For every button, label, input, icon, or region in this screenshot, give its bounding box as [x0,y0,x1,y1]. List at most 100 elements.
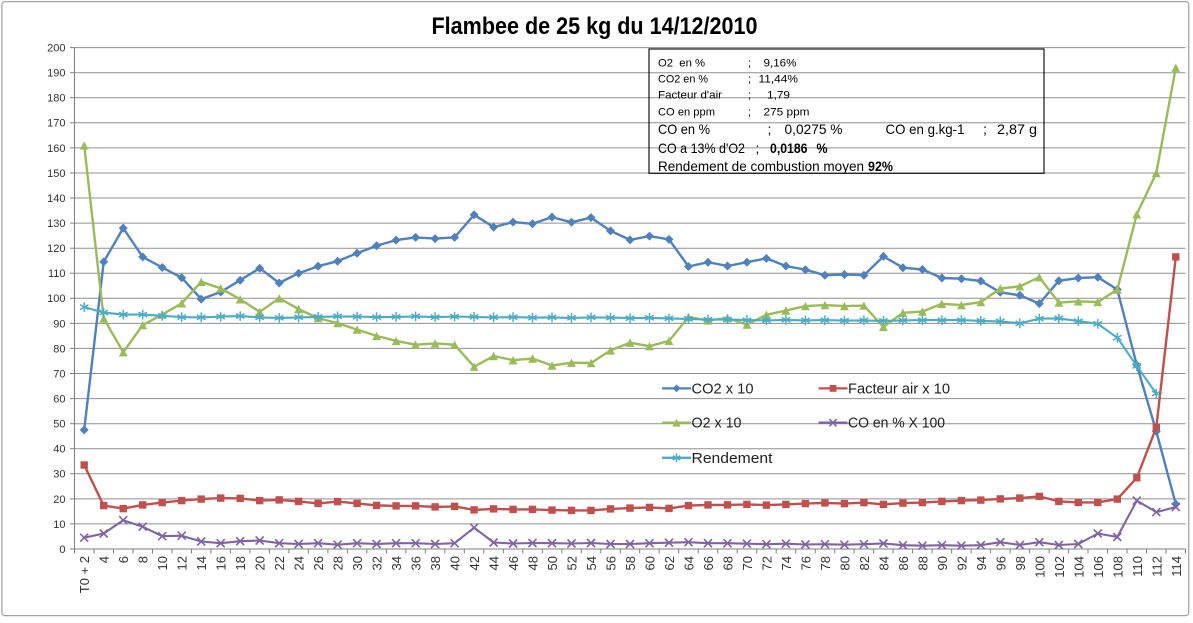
svg-text:110: 110 [1130,556,1145,577]
svg-text:34: 34 [389,556,404,570]
svg-text:90: 90 [935,556,950,570]
svg-text:160: 160 [47,143,65,155]
svg-text:Rendement: Rendement [692,451,773,467]
svg-text:64: 64 [682,556,697,570]
svg-text:86: 86 [896,556,911,570]
svg-text:140: 140 [47,193,65,205]
svg-text:102: 102 [1052,556,1067,578]
svg-text:20: 20 [253,556,268,570]
svg-text:6: 6 [116,556,131,563]
svg-text:180: 180 [47,93,65,105]
svg-text:CO a 13% d'O2: CO a 13% d'O2 [658,140,745,156]
svg-text:60: 60 [53,394,65,406]
svg-text:CO en g.kg-1: CO en g.kg-1 [886,121,965,137]
svg-text:9,16%: 9,16% [764,58,797,70]
svg-text:100: 100 [1032,556,1047,578]
svg-text:106: 106 [1091,556,1106,578]
svg-text:94: 94 [974,556,989,570]
svg-text:;: ; [748,106,751,118]
svg-text:Facteur air x 10: Facteur air x 10 [848,381,950,397]
svg-text:56: 56 [604,556,619,570]
svg-text:92%: 92% [868,158,893,174]
svg-text:CO en %: CO en % [658,121,710,137]
svg-text:38: 38 [428,556,443,570]
svg-text:170: 170 [47,118,65,130]
svg-text:4: 4 [97,556,112,563]
svg-text:200: 200 [47,43,65,55]
svg-text:48: 48 [526,556,541,570]
svg-text:O2 x 10: O2 x 10 [692,416,742,432]
svg-text:110: 110 [48,268,66,280]
svg-text:68: 68 [721,556,736,570]
svg-text:Facteur d'air: Facteur d'air [658,89,722,101]
svg-text:104: 104 [1071,556,1086,578]
svg-text:130: 130 [47,218,65,230]
svg-text:88: 88 [915,556,930,570]
svg-text:0: 0 [59,544,65,556]
svg-text:66: 66 [701,556,716,570]
svg-text:22: 22 [272,556,287,570]
svg-text:;: ; [748,89,751,101]
svg-text:CO2 x 10: CO2 x 10 [692,381,754,397]
svg-text:54: 54 [584,556,599,570]
svg-text:190: 190 [47,68,65,80]
svg-text:28: 28 [331,556,346,570]
svg-text:40: 40 [448,556,463,570]
svg-text:112: 112 [1149,556,1164,577]
svg-text:70: 70 [740,556,755,570]
svg-text:CO2 en %: CO2 en % [658,73,708,85]
svg-text:12: 12 [175,556,190,570]
svg-text:1,79: 1,79 [767,89,790,101]
svg-text:90: 90 [53,318,65,330]
svg-text:0,0186: 0,0186 [770,140,808,156]
svg-text:78: 78 [818,556,833,570]
svg-text:58: 58 [623,556,638,570]
svg-text:114: 114 [1169,556,1184,577]
svg-text:16: 16 [214,556,229,570]
svg-text:62: 62 [662,556,677,570]
svg-text:;: ; [748,73,751,85]
svg-text:150: 150 [47,168,65,180]
svg-text:108: 108 [1110,556,1125,578]
svg-text:275 ppm: 275 ppm [764,106,810,118]
svg-text:;: ; [756,140,760,156]
svg-text:T0 + 2: T0 + 2 [77,556,92,593]
svg-text:10: 10 [53,519,65,531]
svg-text:52: 52 [565,556,580,570]
svg-text:96: 96 [993,556,1008,570]
svg-text:44: 44 [487,556,502,570]
svg-text:20: 20 [53,494,65,506]
svg-text:O2 en %: O2 en % [658,58,705,70]
svg-text:100: 100 [47,293,65,305]
svg-text:Rendement de combustion moyen: Rendement de combustion moyen [658,158,864,174]
svg-text:26: 26 [311,556,326,570]
svg-text:30: 30 [53,469,65,481]
svg-text:42: 42 [467,556,482,570]
svg-text:14: 14 [194,556,209,570]
svg-text:74: 74 [779,556,794,570]
svg-text:120: 120 [47,243,65,255]
svg-text:8: 8 [136,556,151,563]
svg-text:80: 80 [53,343,65,355]
svg-text:Flambee de 25 kg du 14/12/2010: Flambee de 25 kg du 14/12/2010 [432,13,758,40]
svg-text:36: 36 [409,556,424,570]
svg-text:32: 32 [370,556,385,570]
svg-text:;: ; [983,121,987,137]
svg-text:;: ; [768,121,772,137]
svg-text:10: 10 [155,556,170,570]
svg-text:72: 72 [759,556,774,570]
svg-text:;: ; [748,58,751,70]
svg-text:0,0275 %: 0,0275 % [785,121,843,137]
svg-text:70: 70 [53,368,65,380]
svg-text:60: 60 [643,556,658,570]
svg-text:50: 50 [545,556,560,570]
svg-text:98: 98 [1013,556,1028,570]
svg-text:82: 82 [857,556,872,570]
svg-text:30: 30 [350,556,365,570]
svg-text:%: % [817,140,828,156]
svg-text:11,44%: 11,44% [759,73,799,85]
svg-text:92: 92 [954,556,969,570]
svg-text:76: 76 [798,556,813,570]
svg-text:50: 50 [53,419,65,431]
svg-text:84: 84 [876,556,891,570]
